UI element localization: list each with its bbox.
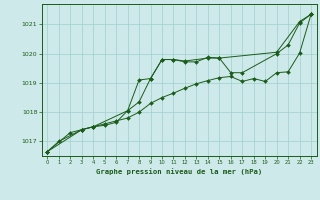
X-axis label: Graphe pression niveau de la mer (hPa): Graphe pression niveau de la mer (hPa)	[96, 168, 262, 175]
